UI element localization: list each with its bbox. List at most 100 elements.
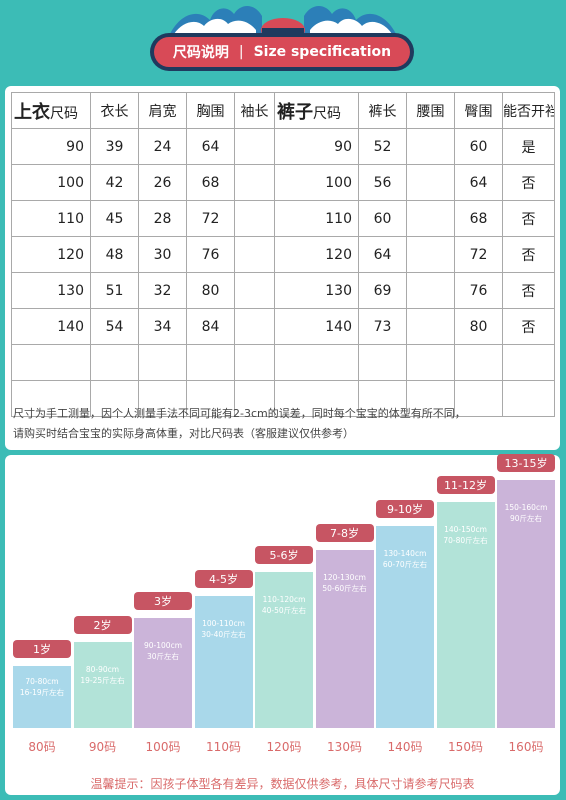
title-banner: 尺码说明 | Size specification (150, 33, 414, 71)
empty-row (11, 380, 555, 417)
height-range: 70-80cm (25, 677, 59, 686)
header-length: 衣长 (90, 92, 139, 129)
banner-title-cn: 尺码说明 (172, 45, 229, 61)
cell-shoulder: 28 (138, 200, 187, 237)
cell-waist (406, 236, 455, 273)
height-range: 120-130cm (323, 573, 366, 582)
note-line-1: 尺寸为手工测量，因个人测量手法不同可能有2-3cm的误差，同时每个宝宝的体型有所… (13, 407, 466, 420)
cell-pants-size: 90 (274, 128, 359, 165)
cell-crotch: 是 (502, 128, 555, 165)
cell-pants-size: 120 (274, 236, 359, 273)
cell-chest: 72 (186, 200, 235, 237)
size-column: 5-6岁 110-120cm 40-50斤左右 (255, 546, 313, 728)
cell-pants-size: 100 (274, 164, 359, 201)
weight-range: 40-50斤左右 (261, 606, 307, 615)
header-pants-size: 裤子尺码 (274, 92, 359, 129)
size-column: 3岁 90-100cm 30斤左右 (134, 592, 192, 728)
size-code: 120码 (266, 740, 302, 754)
cell-size: 90 (11, 128, 91, 165)
size-code: 150码 (448, 740, 483, 754)
size-code: 110码 (206, 740, 241, 754)
cell-pants-length: 60 (358, 200, 407, 237)
header-hip: 臀围 (454, 92, 503, 129)
height-range: 80-90cm (85, 665, 120, 674)
size-table: 上衣尺码 衣长 肩宽 胸围 袖长 裤子尺码 裤长 腰围 臀围 能否开裆 90 3… (11, 92, 555, 417)
cell-chest: 84 (186, 308, 235, 345)
cell-pants-length: 64 (358, 236, 407, 273)
size-column: 4-5岁 100-110cm 30-40斤左右 (194, 570, 253, 728)
cell-crotch: 否 (502, 308, 555, 345)
cell-chest: 64 (186, 128, 235, 165)
size-column: 9-10岁 130-140cm 60-70斤左右 (376, 500, 434, 728)
weight-range: 90斤左右 (509, 514, 543, 523)
warm-tip: 温馨提示：因孩子体型各有差异，数据仅供参考，具体尺寸请参考尺码表 (90, 777, 475, 791)
cell-waist (406, 128, 455, 165)
weight-range: 30斤左右 (146, 652, 180, 661)
wave-decoration-icon (170, 6, 396, 34)
height-range: 90-100cm (144, 641, 182, 650)
cell-pants-length: 73 (358, 308, 407, 345)
size-column: 1岁 70-80cm 16-19斤左右 (13, 640, 71, 728)
cell-hip: 80 (454, 308, 503, 345)
size-code: 80码 (28, 740, 56, 754)
size-column: 11-12岁 140-150cm 70-80斤左右 (436, 476, 495, 728)
table-row: 120 48 30 76 120 64 72 否 (11, 236, 555, 273)
size-bar: 150-160cm 90斤左右 (497, 480, 555, 728)
cell-pants-length: 69 (358, 272, 407, 309)
header-crotch: 能否开裆 (502, 92, 555, 129)
size-bar: 80-90cm 19-25斤左右 (73, 642, 132, 728)
measurement-note: 尺寸为手工测量，因个人测量手法不同可能有2-3cm的误差，同时每个宝宝的体型有所… (13, 404, 558, 444)
header-shoulder: 肩宽 (138, 92, 187, 129)
size-bar: 90-100cm 30斤左右 (134, 618, 192, 728)
header-chest: 胸围 (186, 92, 235, 129)
banner-separator: | (238, 44, 244, 60)
table-row: 130 51 32 80 130 69 76 否 (11, 272, 555, 309)
cell-shoulder: 26 (138, 164, 187, 201)
cell-length: 45 (90, 200, 139, 237)
age-label: 3岁 (134, 592, 192, 610)
height-range: 140-150cm (444, 525, 487, 534)
cell-crotch: 否 (502, 200, 555, 237)
age-label: 5-6岁 (255, 546, 313, 564)
cell-pants-length: 52 (358, 128, 407, 165)
cell-pants-size: 140 (274, 308, 359, 345)
cell-sleeve (234, 308, 275, 345)
header: 尺码说明 | Size specification (0, 0, 566, 84)
cell-sleeve (234, 128, 275, 165)
banner-title-en: Size specification (253, 44, 392, 60)
table-row: 90 39 24 64 90 52 60 是 (11, 128, 555, 165)
size-bar: 140-150cm 70-80斤左右 (436, 502, 495, 728)
cell-waist (406, 200, 455, 237)
cell-hip: 64 (454, 164, 503, 201)
height-range: 130-140cm (383, 549, 427, 558)
cell-chest: 68 (186, 164, 235, 201)
cell-hip: 72 (454, 236, 503, 273)
size-code: 160码 (508, 740, 544, 754)
header-sleeve: 袖长 (234, 92, 275, 129)
height-range: 150-160cm (504, 503, 548, 512)
size-table-card: 上衣尺码 衣长 肩宽 胸围 袖长 裤子尺码 裤长 腰围 臀围 能否开裆 90 3… (5, 86, 560, 450)
cell-waist (406, 308, 455, 345)
table-row: 110 45 28 72 110 60 68 否 (11, 200, 555, 237)
table-row: 100 42 26 68 100 56 64 否 (11, 164, 555, 201)
cell-chest: 76 (186, 236, 235, 273)
weight-range: 19-25斤左右 (80, 676, 125, 685)
cell-size: 100 (11, 164, 91, 201)
cell-pants-size: 110 (274, 200, 359, 237)
age-label: 7-8岁 (315, 524, 374, 542)
cell-crotch: 否 (502, 164, 555, 201)
cell-shoulder: 34 (138, 308, 187, 345)
cell-size: 140 (11, 308, 91, 345)
cell-sleeve (234, 200, 275, 237)
weight-range: 50-60斤左右 (322, 584, 367, 593)
size-bar: 130-140cm 60-70斤左右 (376, 526, 434, 728)
age-label: 9-10岁 (376, 500, 434, 518)
size-column: 7-8岁 120-130cm 50-60斤左右 (315, 524, 374, 728)
table-header-row: 上衣尺码 衣长 肩宽 胸围 袖长 裤子尺码 裤长 腰围 臀围 能否开裆 (11, 92, 555, 129)
weight-range: 30-40斤左右 (201, 630, 246, 639)
cell-waist (406, 272, 455, 309)
size-column: 2岁 80-90cm 19-25斤左右 (73, 616, 132, 728)
cell-length: 51 (90, 272, 139, 309)
size-code: 90码 (88, 740, 117, 754)
cell-hip: 60 (454, 128, 503, 165)
